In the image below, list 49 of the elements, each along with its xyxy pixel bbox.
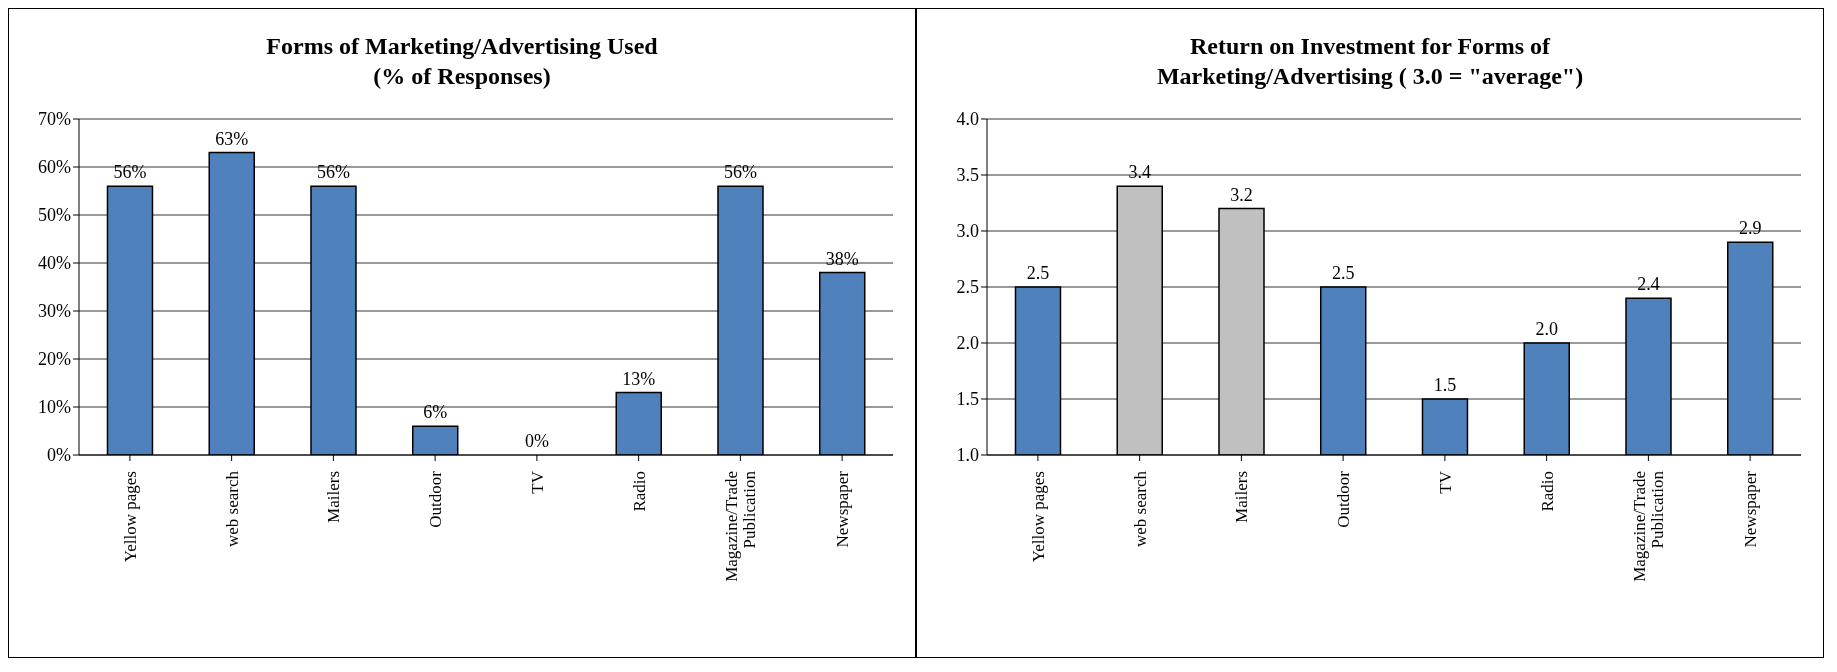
x-tick-label: TV (1435, 470, 1455, 494)
data-label: 2.5 (1331, 263, 1355, 283)
data-label: 38% (825, 248, 859, 269)
y-tick-label: 2.5 (956, 277, 979, 298)
y-tick-label: 2.0 (956, 333, 979, 354)
data-label: 2.5 (1026, 263, 1050, 283)
x-tick-label: TV (527, 470, 547, 494)
x-tick-label: Outdoor (426, 470, 446, 528)
x-tick-label: Magazine/Trade Publication (722, 470, 760, 582)
data-label: 56% (316, 162, 350, 183)
x-tick-label: web search (222, 470, 242, 547)
data-label: 56% (113, 162, 147, 183)
data-label: 13% (622, 368, 656, 389)
y-tick-label: 30% (38, 301, 71, 322)
x-tick-label: Mailers (324, 471, 344, 523)
data-label: 0% (524, 431, 549, 451)
y-tick-label: 1.0 (956, 445, 979, 466)
x-tick-label: Magazine/Trade Publication (1630, 470, 1668, 582)
x-tick-label: Yellow pages (120, 471, 140, 563)
data-label: 63% (215, 128, 249, 149)
x-tick-label: Yellow pages (1028, 471, 1048, 563)
x-tick-label: Newspaper (1741, 470, 1761, 548)
data-label: 2.4 (1637, 274, 1660, 295)
data-label: 3.4 (1128, 162, 1151, 183)
data-label: 2.9 (1738, 218, 1762, 239)
data-label: 3.2 (1230, 184, 1253, 205)
x-tick-label: web search (1130, 470, 1150, 547)
y-tick-label: 60% (38, 157, 71, 178)
y-tick-label: 4.0 (956, 109, 979, 130)
x-tick-label: Radio (1537, 471, 1557, 512)
y-tick-label: 50% (38, 205, 71, 226)
chart-title: Return on Investment for Forms of Marketing/Advertising ( 3.0 = "average") (1155, 32, 1585, 91)
y-tick-label: 10% (38, 397, 71, 418)
y-tick-label: 40% (38, 253, 71, 274)
x-tick-label: Radio (629, 471, 649, 512)
y-tick-label: 20% (38, 349, 71, 370)
data-label: 1.5 (1433, 375, 1457, 395)
y-tick-label: 70% (38, 109, 71, 130)
x-tick-label: Outdoor (1334, 470, 1354, 528)
y-tick-label: 0% (47, 445, 71, 466)
y-tick-label: 3.5 (956, 165, 979, 186)
data-label: 6% (423, 402, 448, 423)
y-tick-label: 1.5 (956, 389, 979, 410)
data-label: 2.0 (1535, 319, 1558, 339)
y-tick-label: 3.0 (956, 221, 979, 242)
chart-title: Forms of Marketing/Advertising Used (% of Responses) (265, 32, 659, 91)
x-tick-label: Newspaper (833, 470, 853, 548)
x-tick-label: Mailers (1232, 471, 1252, 523)
data-label: 56% (723, 162, 757, 183)
